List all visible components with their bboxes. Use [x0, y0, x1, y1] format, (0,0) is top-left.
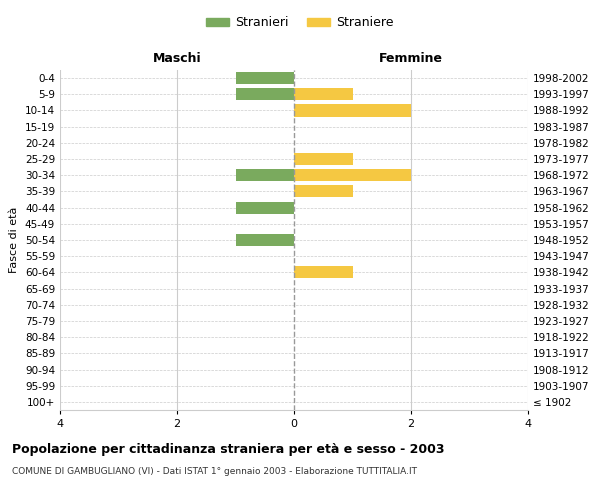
Text: Popolazione per cittadinanza straniera per età e sesso - 2003: Popolazione per cittadinanza straniera p… [12, 442, 445, 456]
Bar [235, 72, 294, 84]
Bar [294, 104, 411, 117]
Bar [235, 202, 294, 213]
Bar [294, 186, 353, 198]
Text: COMUNE DI GAMBUGLIANO (VI) - Dati ISTAT 1° gennaio 2003 - Elaborazione TUTTITALI: COMUNE DI GAMBUGLIANO (VI) - Dati ISTAT … [12, 468, 417, 476]
Text: Femmine: Femmine [379, 52, 443, 65]
Legend: Stranieri, Straniere: Stranieri, Straniere [202, 11, 398, 34]
Text: Maschi: Maschi [152, 52, 202, 65]
Bar [294, 88, 353, 101]
Bar [294, 169, 411, 181]
Y-axis label: Fasce di età: Fasce di età [10, 207, 19, 273]
Bar [294, 153, 353, 165]
Bar [235, 88, 294, 101]
Bar [235, 234, 294, 246]
Bar [294, 266, 353, 278]
Y-axis label: Anni di nascita: Anni di nascita [596, 198, 600, 281]
Bar [235, 169, 294, 181]
